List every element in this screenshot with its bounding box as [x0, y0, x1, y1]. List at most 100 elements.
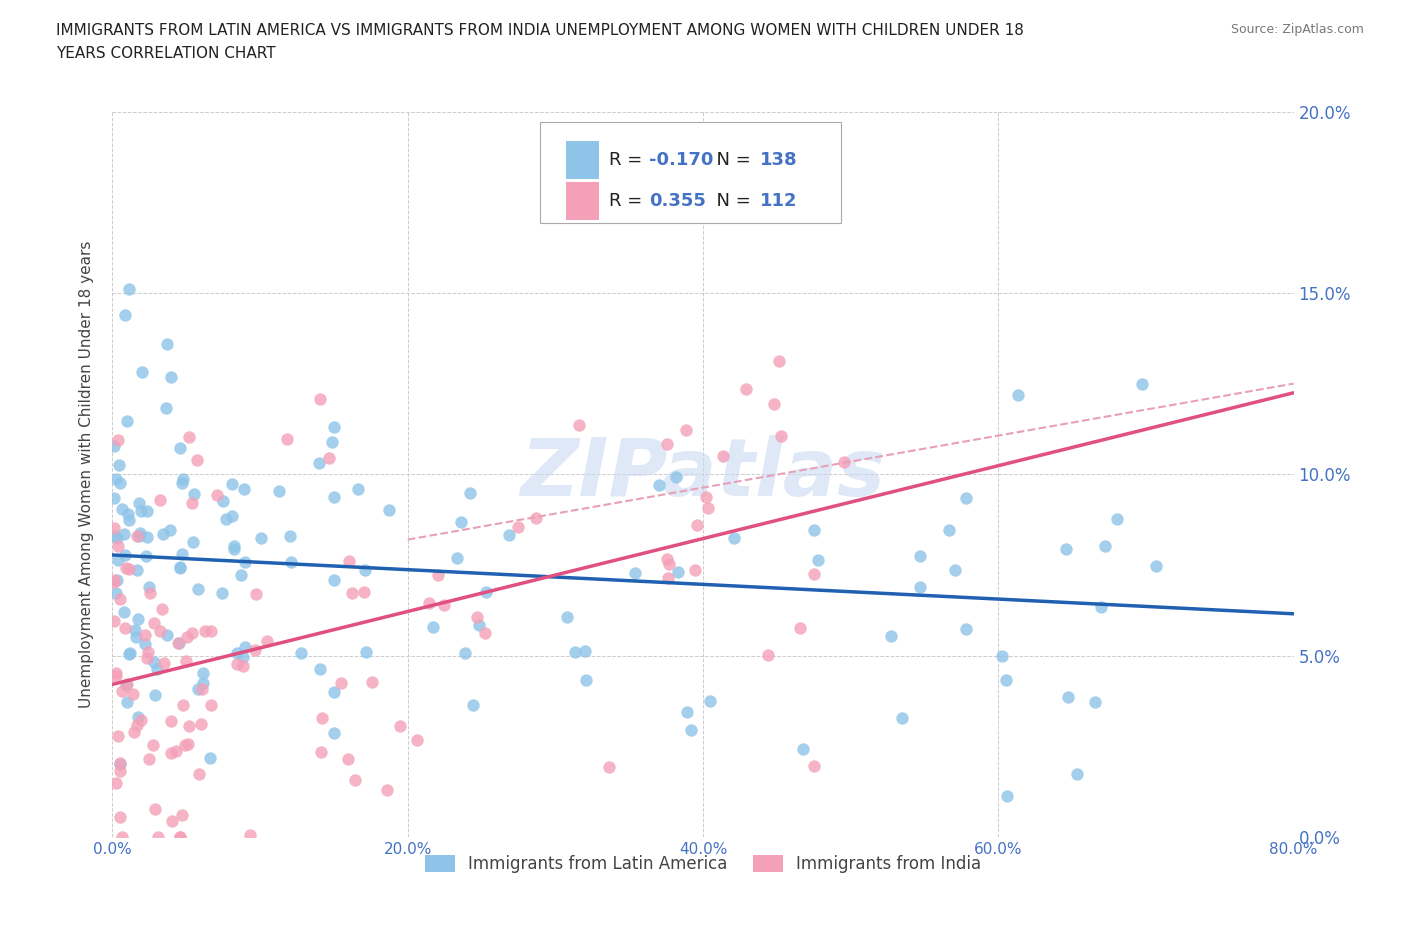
Point	[120, 645, 142, 660]
Point	[112, 604, 135, 619]
Point	[165, 743, 187, 758]
Point	[460, 485, 482, 500]
Point	[108, 756, 131, 771]
Point	[115, 677, 138, 692]
Point	[143, 616, 166, 631]
Point	[318, 450, 340, 465]
Point	[337, 752, 360, 767]
Point	[177, 718, 200, 733]
Point	[321, 434, 343, 449]
Point	[232, 649, 254, 664]
Point	[450, 515, 472, 530]
Point	[891, 711, 914, 725]
Point	[159, 522, 181, 537]
Point	[224, 538, 246, 553]
Point	[769, 429, 792, 444]
Point	[146, 662, 169, 677]
Point	[114, 548, 136, 563]
FancyBboxPatch shape	[567, 141, 599, 179]
Point	[129, 713, 152, 728]
Text: 112: 112	[759, 192, 797, 210]
Point	[187, 581, 209, 596]
Point	[290, 645, 312, 660]
Point	[422, 619, 444, 634]
Point	[177, 430, 200, 445]
Point	[792, 742, 814, 757]
Point	[232, 658, 254, 673]
Point	[347, 481, 370, 496]
Point	[658, 557, 681, 572]
Point	[107, 432, 129, 447]
Point	[418, 596, 440, 611]
Point	[129, 503, 152, 518]
Y-axis label: Unemployment Among Women with Children Under 18 years: Unemployment Among Women with Children U…	[79, 241, 94, 708]
Point	[149, 624, 172, 639]
Point	[245, 587, 267, 602]
Point	[136, 650, 159, 665]
Text: IMMIGRANTS FROM LATIN AMERICA VS IMMIGRANTS FROM INDIA UNEMPLOYMENT AMONG WOMEN : IMMIGRANTS FROM LATIN AMERICA VS IMMIGRA…	[56, 23, 1024, 38]
Point	[695, 489, 717, 504]
Point	[142, 737, 165, 752]
Point	[205, 488, 228, 503]
Point	[190, 716, 212, 731]
Point	[160, 369, 183, 384]
Point	[711, 448, 734, 463]
Point	[125, 563, 148, 578]
Point	[233, 640, 256, 655]
Point	[108, 756, 131, 771]
Point	[278, 528, 301, 543]
Point	[138, 644, 160, 659]
Point	[377, 503, 399, 518]
Point	[648, 477, 671, 492]
Point	[107, 729, 129, 744]
Point	[735, 381, 758, 396]
Point	[155, 401, 177, 416]
Point	[134, 637, 156, 652]
Text: ZIPatlas: ZIPatlas	[520, 435, 886, 513]
Text: R =: R =	[609, 192, 654, 210]
Point	[146, 830, 169, 844]
Point	[103, 439, 125, 454]
Point	[991, 648, 1014, 663]
Point	[323, 573, 346, 588]
Point	[128, 528, 150, 543]
Point	[169, 561, 191, 576]
Point	[655, 436, 678, 451]
Point	[446, 551, 468, 565]
Point	[309, 745, 332, 760]
Point	[221, 477, 243, 492]
Point	[136, 503, 159, 518]
Point	[508, 519, 530, 534]
Point	[995, 789, 1018, 804]
Point	[353, 585, 375, 600]
Point	[129, 525, 152, 540]
Text: N =: N =	[706, 192, 756, 210]
Point	[880, 629, 903, 644]
Point	[239, 828, 262, 843]
Point	[143, 687, 166, 702]
Point	[575, 672, 598, 687]
Point	[250, 531, 273, 546]
Point	[134, 628, 156, 643]
Point	[200, 624, 222, 639]
Point	[267, 484, 290, 498]
Point	[354, 644, 377, 659]
Point	[803, 566, 825, 581]
Point	[125, 718, 148, 733]
Point	[406, 733, 429, 748]
Point	[127, 710, 149, 724]
Point	[112, 526, 135, 541]
Point	[655, 551, 678, 566]
Point	[104, 776, 127, 790]
Point	[107, 531, 129, 546]
Point	[344, 772, 367, 787]
Text: Source: ZipAtlas.com: Source: ZipAtlas.com	[1230, 23, 1364, 36]
Point	[675, 422, 697, 437]
Text: -0.170: -0.170	[648, 152, 713, 169]
Point	[245, 643, 267, 658]
Point	[468, 618, 491, 632]
Point	[194, 624, 217, 639]
Point	[723, 531, 745, 546]
Point	[103, 574, 125, 589]
Point	[229, 567, 252, 582]
